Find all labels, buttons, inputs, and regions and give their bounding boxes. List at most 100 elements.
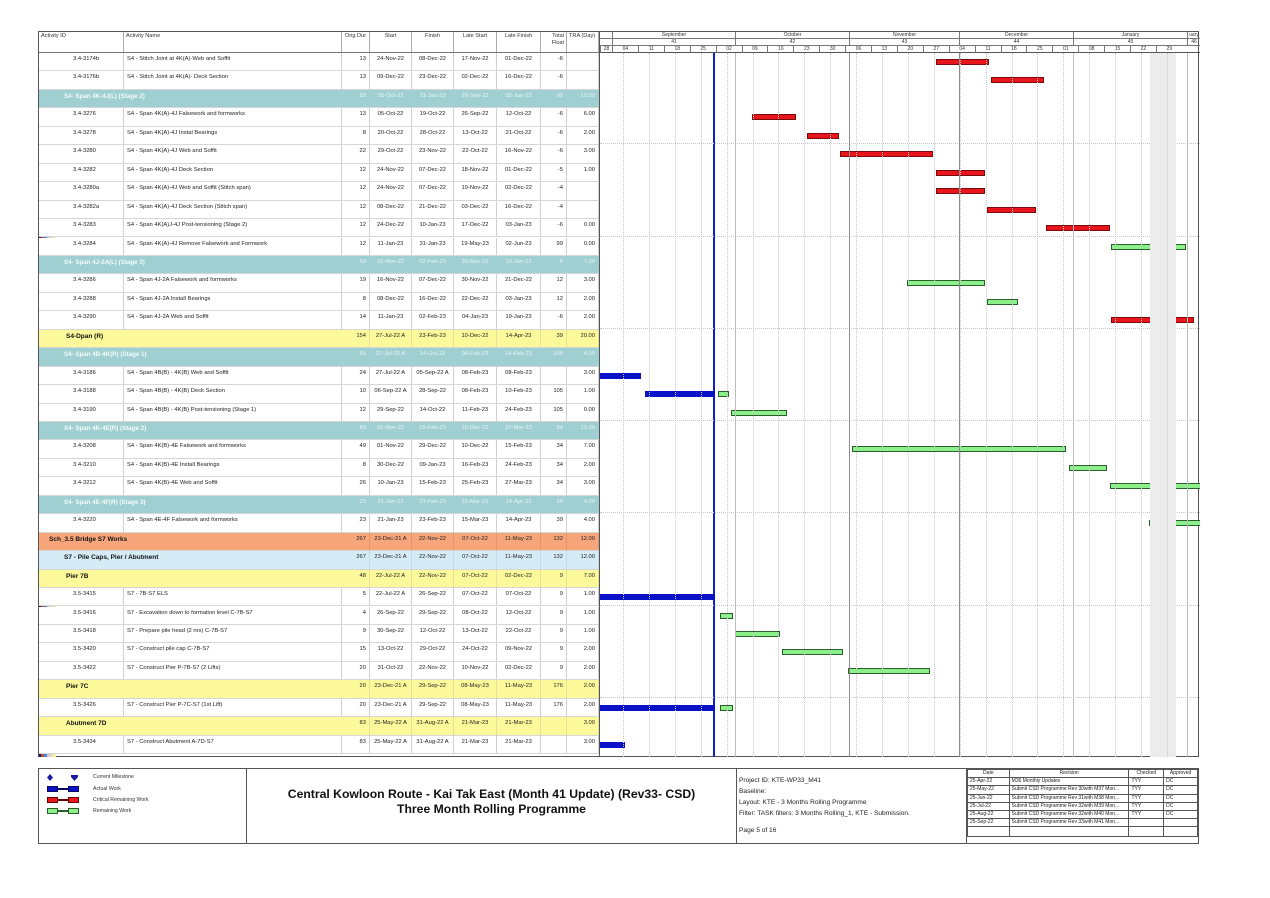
table-row[interactable]: 3.4-3280a S4 - Span 4K(A)-4J Web and Soff… <box>39 182 599 201</box>
col-header-start[interactable]: Start <box>370 32 412 52</box>
actual-bar[interactable] <box>645 391 715 398</box>
col-header-total-float[interactable]: Total Float <box>541 32 567 52</box>
table-row[interactable]: 3.5-3416 S7 - Excavation down to formatio… <box>39 606 599 625</box>
orig-dur: 154 <box>342 329 370 348</box>
orig-dur: 83 <box>342 735 370 754</box>
wbs-row[interactable]: S4- Span 4K-4J(L) (Stage 2) 93 05-Oct-22 31… <box>39 89 599 109</box>
late-start: 07-Oct-22 <box>454 532 497 551</box>
critical-bar[interactable] <box>807 132 839 139</box>
wbs-row[interactable]: S7 - Pile Caps, Pier / Abutment 267 23-Dec… <box>39 551 599 570</box>
activity-id: 3.4-3284 <box>56 237 124 255</box>
table-row[interactable]: 3.4-3286 S4 - Span 4J-2A Falsework and fo… <box>39 274 599 293</box>
remaining-bar[interactable] <box>735 630 780 637</box>
remaining-bar[interactable] <box>718 391 729 398</box>
report-title: Central Kowloon Route - Kai Tak East (Mo… <box>287 787 696 801</box>
table-row[interactable]: 3.4-3282a S4 - Span 4K(A)-4J Deck Section… <box>39 200 599 220</box>
critical-bar[interactable] <box>840 151 933 158</box>
wbs-row[interactable]: Pier 7C 20 23-Dec-21 A 29-Sep-22 08-May-23 11… <box>39 680 599 699</box>
col-header-tra[interactable]: TRA (Day) <box>567 32 599 52</box>
table-row[interactable]: 3.4-3220 S4 - Span 4E-4F Falsework and fo… <box>39 514 599 533</box>
table-row[interactable]: 3.4-3280 S4 - Span 4K(A)-4J Web and Soffi… <box>39 145 599 164</box>
table-row[interactable]: 3.4-3276 S4 - Span 4K(A)-4J Falsework and… <box>39 108 599 127</box>
actual-bar[interactable] <box>600 594 715 601</box>
legend-label: Current Milestone <box>93 774 134 780</box>
col-header-activity-name[interactable]: Activity Name <box>124 32 342 52</box>
wbs-row[interactable]: S4- Span 4J-2A(L) (Stage 3) 59 16-Nov-22 02… <box>39 255 599 275</box>
table-row[interactable]: 3.4-3208 S4 - Span 4K(B)-4E Falsework and… <box>39 440 599 459</box>
table-row[interactable]: 3.4-3190 S4 - Span 4B(B) - 4K(B) Post-ten… <box>39 403 599 422</box>
total-float: -6 <box>541 255 567 274</box>
wbs-row[interactable]: Pier 7B 48 22-Jul-22 A 22-Nov-22 07-Oct-22 02… <box>39 569 599 589</box>
week-label: 23 <box>793 46 819 53</box>
critical-bar[interactable] <box>991 77 1044 84</box>
table-row[interactable]: 3.4-3284 S4 - Span 4K(A)-4J Remove Falsew… <box>39 237 599 256</box>
remaining-bar[interactable] <box>907 280 985 287</box>
table-row[interactable]: 3.5-3415 S7 - 7B-S7 ELS 5 22-Jul-22 A 26-Sep… <box>39 588 599 607</box>
report-subtitle: Three Month Rolling Programme <box>397 802 586 816</box>
actual-bar[interactable] <box>600 704 715 711</box>
table-row[interactable]: 3.4-3290 S4 - Span 4J-2A Web and Soffit 14… <box>39 311 599 330</box>
finish: 26-Sep-22 <box>412 588 454 606</box>
actual-bar[interactable] <box>600 741 625 748</box>
rev-empty-cell <box>1128 826 1164 838</box>
table-row[interactable]: 3.4-3278 S4 - Span 4K(A)-4J Instal Bearin… <box>39 126 599 146</box>
actual-bar[interactable] <box>600 372 641 379</box>
start: 01-Nov-22 <box>370 422 412 440</box>
total-float: 39 <box>541 495 567 514</box>
remaining-bar[interactable] <box>1069 464 1107 471</box>
timescale-periods: 41 42 43 44 45 46 <box>600 39 1200 46</box>
remaining-bar[interactable] <box>987 298 1018 305</box>
activity-id: 3.5-3426 <box>56 698 124 717</box>
late-finish: 21-Mar-23 <box>497 717 541 735</box>
critical-bar[interactable] <box>936 59 989 65</box>
remaining-bar[interactable] <box>720 704 733 711</box>
revision-row: 25-Jun-22 Submit CSD Programme Rev 31with… <box>967 793 1198 803</box>
remaining-bar[interactable] <box>1111 243 1186 250</box>
tra: 1.00 <box>567 163 599 182</box>
table-row[interactable]: 3.4-3176b S4 - Stitch Joint at 4K(A)- Dec… <box>39 71 599 90</box>
col-header-activity-id[interactable]: Activity ID <box>39 32 124 52</box>
table-row[interactable]: 3.4-3288 S4 - Span 4J-2A Install Bearings… <box>39 292 599 312</box>
table-row[interactable]: 3.5-3426 S7 - Construct Pier P-7C-S7 (1st… <box>39 698 599 718</box>
tra: 0.00 <box>567 237 599 255</box>
wbs-name: S4- Span 4B-4K(R) (Stage 1) <box>64 351 147 359</box>
rev-approved: DC <box>1163 793 1198 803</box>
late-start: 02-Dec-22 <box>454 71 497 89</box>
table-row[interactable]: 3.4-3188 S4 - Span 4B(B) - 4K(B) Deck Sec… <box>39 385 599 404</box>
table-row[interactable]: 3.4-3283 S4 - Span 4K(A)J-4J Post-tension… <box>39 219 599 238</box>
table-row[interactable]: 3.4-3210 S4 - Span 4K(B)-4E Install Beari… <box>39 458 599 478</box>
col-header-orig-dur[interactable]: Orig Dur <box>342 32 370 52</box>
col-header-late-finish[interactable]: Late Finish <box>497 32 541 52</box>
wbs-row[interactable]: S4- Span 4E-4F(R) (Stage 3) 23 21-Jan-23 23… <box>39 495 599 515</box>
rev-checked: TYY <box>1128 785 1165 795</box>
col-header-finish[interactable]: Finish <box>412 32 454 52</box>
week-label: 04 <box>948 46 975 53</box>
table-row[interactable]: 3.5-3418 S7 - Prepare pile head (2 nrs) C… <box>39 624 599 644</box>
wbs-row[interactable]: Sch_3.5 Bridge S7 Works 267 23-Dec-21 A 22-… <box>39 532 599 552</box>
critical-bar[interactable] <box>1046 225 1110 232</box>
wbs-row[interactable]: S4- Span 4B-4K(R) (Stage 1) 55 27-Jul-22 A… <box>39 348 599 367</box>
table-row[interactable]: 3.4-3212 S4 - Span 4K(B)-4E Web and Soffi… <box>39 477 599 496</box>
table-row[interactable]: 3.5-3434 S7 - Construct Abutment A-7D-S7 8… <box>39 735 599 755</box>
table-row[interactable]: 3.4-3282 S4 - Span 4K(A)-4J Deck Section 1… <box>39 163 599 183</box>
remaining-bar[interactable] <box>731 409 787 416</box>
table-row[interactable]: 3.4-3174b S4 - Stitch Joint at 4K(A)-Web … <box>39 53 599 72</box>
rev-date: 25-Sep-22 <box>967 818 1010 828</box>
tra: 3.00 <box>567 477 599 495</box>
remaining-bar[interactable] <box>782 649 843 656</box>
critical-bar[interactable] <box>752 114 796 121</box>
table-row[interactable]: 3.5-3420 S7 - Construct pile cap C-7B-S7 1… <box>39 643 599 662</box>
remaining-bar[interactable] <box>848 667 930 674</box>
activity-name: S7 - Construct Pier P-7B-S7 (2 Lifts) <box>124 661 342 680</box>
period-label: 41 <box>612 39 735 46</box>
wbs-row[interactable]: S4- Span 4K-4E(R) (Stage 2) 83 01-Nov-22 15… <box>39 422 599 441</box>
wbs-row[interactable]: Abutment 7D 83 25-May-22 A 31-Aug-22 A 21-Ma… <box>39 717 599 736</box>
wbs-row[interactable]: S4-Dpan (R) 154 27-Jul-22 A 23-Feb-23 10-Dec… <box>39 329 599 349</box>
remaining-bar[interactable] <box>720 612 733 619</box>
data-date-line[interactable] <box>713 53 715 757</box>
orig-dur: 23 <box>342 495 370 514</box>
table-row[interactable]: 3.5-3422 S7 - Construct Pier P-7B-S7 (2 L… <box>39 661 599 681</box>
col-header-late-start[interactable]: Late Start <box>454 32 497 52</box>
orig-dur: 48 <box>342 569 370 588</box>
table-row[interactable]: 3.4-3186 S4 - Span 4B(B) - 4K(B) Web and … <box>39 366 599 386</box>
